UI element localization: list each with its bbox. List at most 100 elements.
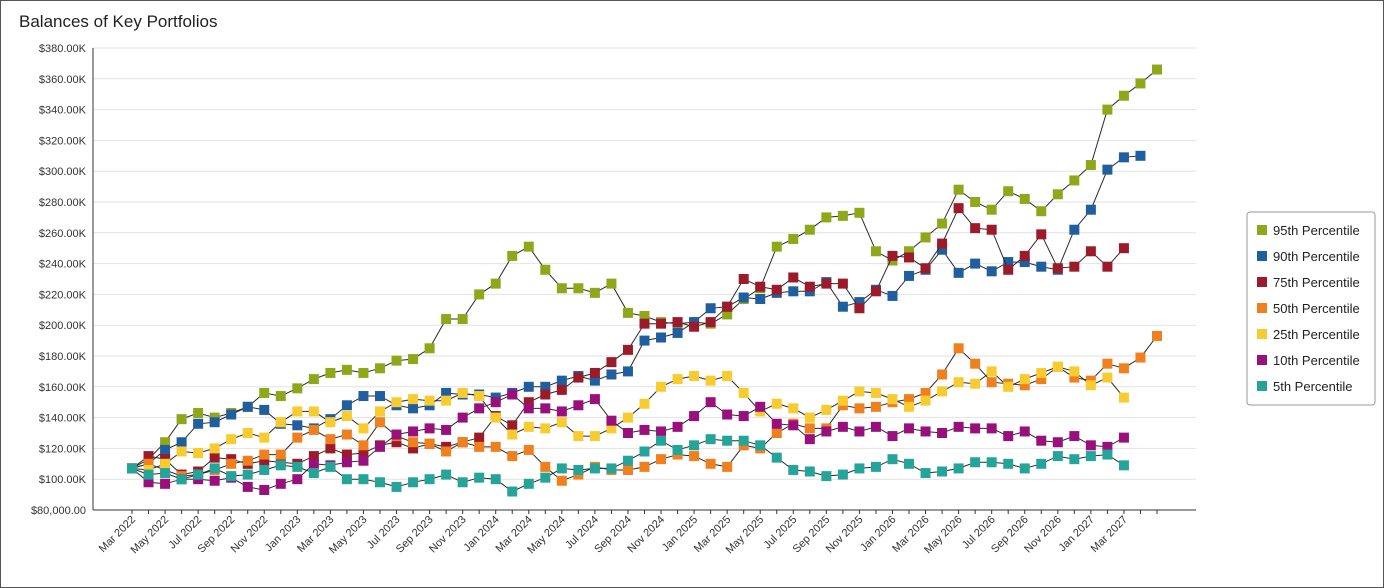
data-point [391, 355, 402, 366]
data-point [209, 463, 220, 474]
data-point [325, 443, 336, 454]
legend-swatch [1257, 225, 1267, 235]
data-point [1069, 175, 1080, 186]
data-point [1102, 358, 1113, 369]
data-point [259, 449, 270, 460]
data-point [1019, 257, 1030, 268]
data-point [705, 458, 716, 469]
data-point [540, 461, 551, 472]
data-point [672, 444, 683, 455]
data-point [292, 432, 303, 443]
data-point [788, 464, 799, 475]
data-point [292, 474, 303, 485]
series-line [131, 393, 1125, 491]
data-point [391, 429, 402, 440]
data-point [689, 321, 700, 332]
data-point [771, 241, 782, 252]
data-point [986, 366, 997, 377]
data-point [771, 418, 782, 429]
data-point [722, 301, 733, 312]
data-point [523, 421, 534, 432]
legend-label: 90th Percentile [1273, 249, 1360, 264]
data-point [1019, 463, 1030, 474]
data-point [391, 437, 402, 448]
data-point [689, 451, 700, 462]
data-point [441, 424, 452, 435]
data-point [1052, 361, 1063, 372]
data-point [1085, 451, 1096, 462]
data-point [1118, 90, 1129, 101]
data-point [1052, 437, 1063, 448]
data-point [523, 381, 534, 392]
data-point [986, 204, 997, 215]
y-tick-label: $180.00K [39, 351, 87, 363]
legend-label: 75th Percentile [1273, 275, 1360, 290]
data-point [441, 314, 452, 325]
data-point [1069, 372, 1080, 383]
data-point [540, 423, 551, 434]
data-point [837, 421, 848, 432]
data-point [986, 224, 997, 235]
data-point [341, 457, 352, 468]
data-point [970, 457, 981, 468]
legend-label: 10th Percentile [1273, 353, 1360, 368]
data-point [953, 267, 964, 278]
legend: 95th Percentile 90th Percentile 75th Perce… [1246, 211, 1376, 406]
data-point [391, 397, 402, 408]
data-point [341, 449, 352, 460]
data-point [1102, 449, 1113, 460]
data-point [887, 250, 898, 261]
data-point [689, 440, 700, 451]
data-point [821, 404, 832, 415]
data-point [970, 258, 981, 269]
data-point [424, 343, 435, 354]
data-point [639, 424, 650, 435]
data-point [1085, 380, 1096, 391]
data-point [639, 318, 650, 329]
series-5 [127, 361, 1129, 475]
data-point [920, 263, 931, 274]
data-point [193, 418, 204, 429]
data-point [457, 477, 468, 488]
data-point [622, 428, 633, 438]
data-point [193, 407, 204, 418]
data-point [854, 426, 865, 437]
data-point [556, 406, 567, 417]
data-point [408, 443, 419, 454]
data-point [705, 375, 716, 386]
legend-label: 25th Percentile [1273, 327, 1360, 342]
data-point [523, 241, 534, 252]
data-point [821, 278, 832, 289]
data-point [589, 367, 600, 378]
data-point [771, 452, 782, 463]
data-point [1118, 243, 1129, 254]
data-point [1019, 380, 1030, 391]
data-point [1118, 152, 1129, 163]
data-point [474, 432, 485, 443]
legend-swatch [1257, 355, 1267, 365]
data-point [589, 287, 600, 298]
data-point [589, 431, 600, 442]
data-point [870, 387, 881, 398]
data-point [308, 374, 319, 385]
data-point [523, 444, 534, 455]
data-point [854, 403, 865, 414]
data-point [755, 440, 766, 451]
data-point [507, 451, 518, 462]
data-point [325, 367, 336, 378]
data-point [1019, 426, 1030, 437]
data-point [1118, 460, 1129, 471]
data-point [193, 469, 204, 480]
data-point [639, 446, 650, 457]
data-point [854, 386, 865, 397]
data-point [573, 283, 584, 294]
data-point [275, 478, 286, 489]
data-point [573, 372, 584, 383]
data-point [1003, 186, 1014, 197]
data-point [275, 417, 286, 428]
data-point [1019, 250, 1030, 261]
legend-swatch [1257, 277, 1267, 287]
data-point [1003, 431, 1014, 442]
data-point [639, 310, 650, 321]
data-point [722, 371, 733, 382]
